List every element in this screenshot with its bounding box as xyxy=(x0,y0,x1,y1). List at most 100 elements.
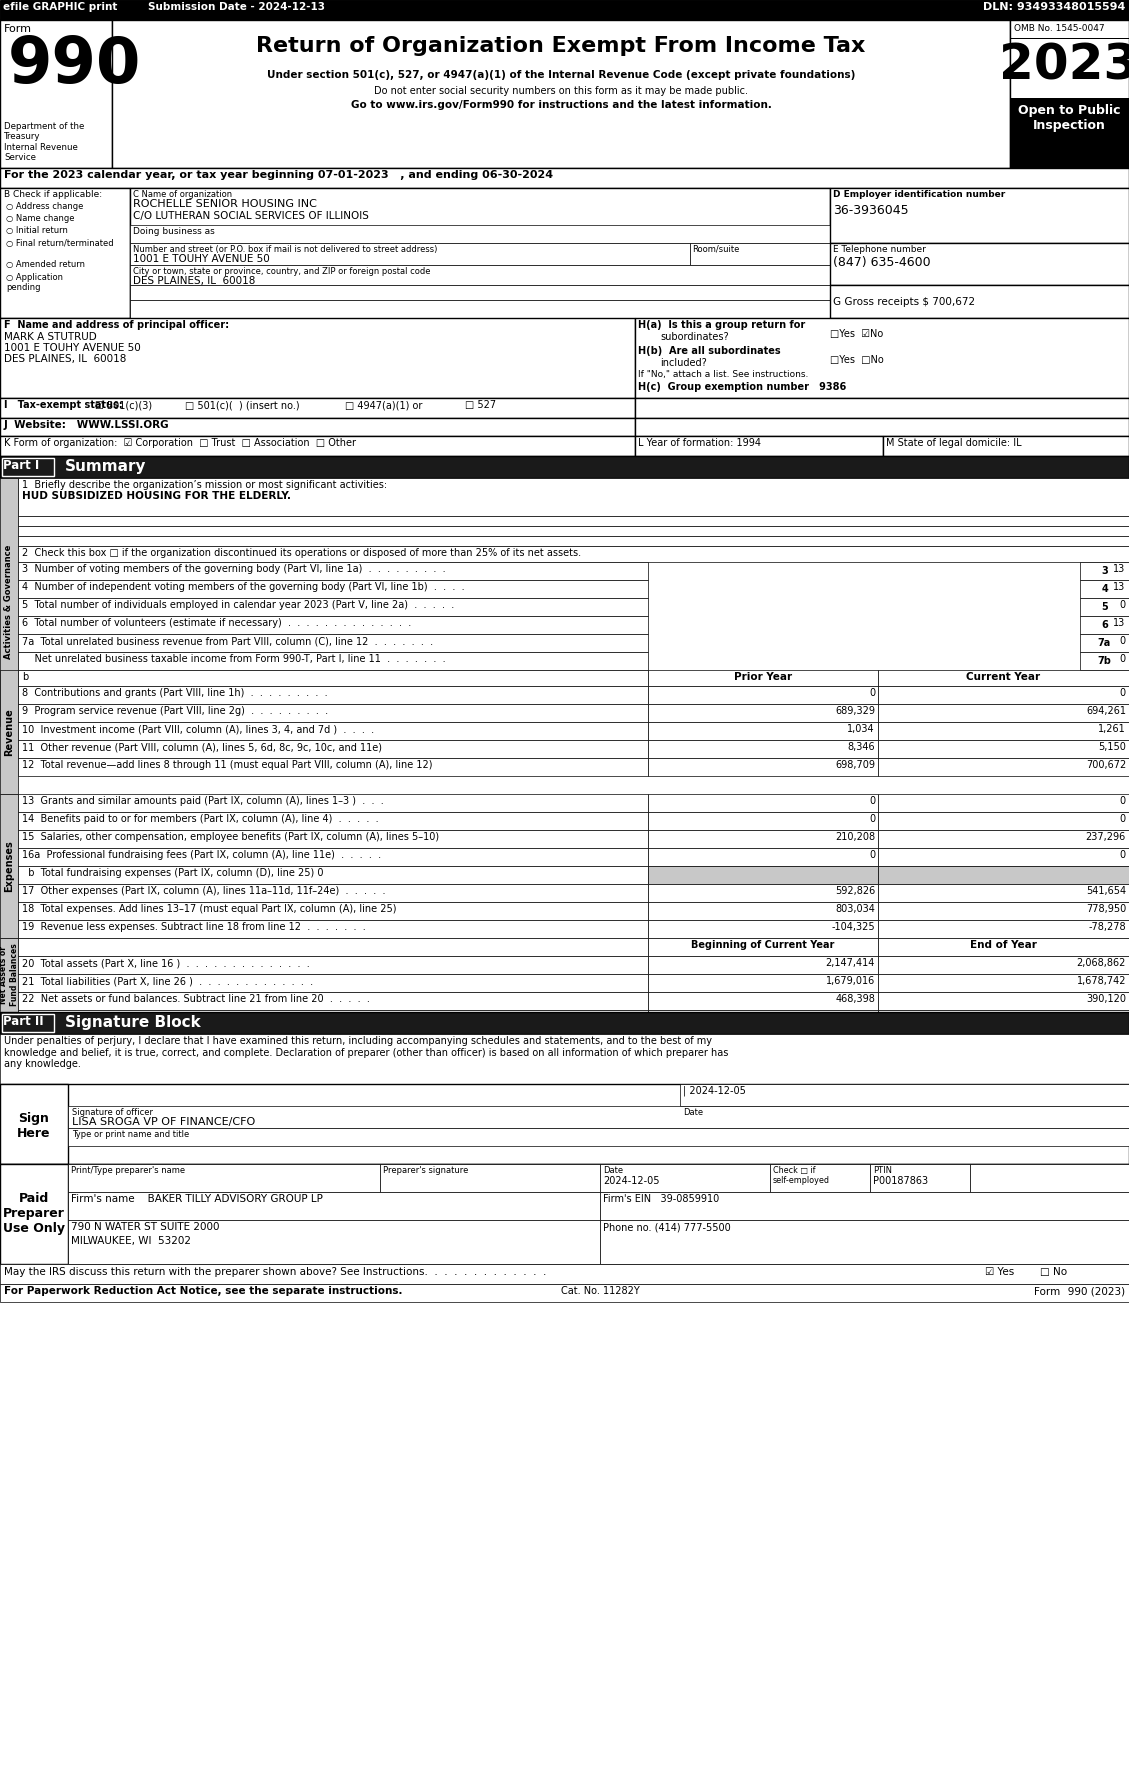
Text: Open to Public
Inspection: Open to Public Inspection xyxy=(1017,104,1120,132)
Text: 9  Program service revenue (Part VIII, line 2g)  .  .  .  .  .  .  .  .  .: 9 Program service revenue (Part VIII, li… xyxy=(21,706,329,715)
Text: 11  Other revenue (Part VIII, column (A), lines 5, 6d, 8c, 9c, 10c, and 11e): 11 Other revenue (Part VIII, column (A),… xyxy=(21,742,382,752)
Text: PTIN: PTIN xyxy=(873,1166,892,1174)
Text: ○ Final return/terminated: ○ Final return/terminated xyxy=(6,238,114,247)
Text: Room/suite: Room/suite xyxy=(692,245,739,254)
Text: 17  Other expenses (Part IX, column (A), lines 11a–11d, 11f–24e)  .  .  .  .  .: 17 Other expenses (Part IX, column (A), … xyxy=(21,887,385,895)
Text: 13: 13 xyxy=(1113,583,1124,592)
Text: 541,654: 541,654 xyxy=(1086,887,1126,895)
Bar xyxy=(878,848,1129,865)
Text: Beginning of Current Year: Beginning of Current Year xyxy=(691,940,834,950)
Bar xyxy=(648,992,878,1010)
Bar xyxy=(878,1010,1129,1012)
Text: b  Total fundraising expenses (Part IX, column (D), line 25) 0: b Total fundraising expenses (Part IX, c… xyxy=(21,869,324,878)
Bar xyxy=(770,1164,870,1192)
Text: 790 N WATER ST SUITE 2000: 790 N WATER ST SUITE 2000 xyxy=(71,1222,219,1233)
Bar xyxy=(690,244,830,265)
Bar xyxy=(878,795,1129,812)
Bar xyxy=(18,955,648,975)
Bar xyxy=(0,456,1129,479)
Text: 12  Total revenue—add lines 8 through 11 (must equal Part VIII, column (A), line: 12 Total revenue—add lines 8 through 11 … xyxy=(21,759,432,770)
Text: P00187863: P00187863 xyxy=(873,1176,928,1187)
Text: F  Name and address of principal officer:: F Name and address of principal officer: xyxy=(5,320,229,330)
Text: Prior Year: Prior Year xyxy=(734,673,793,682)
Text: City or town, state or province, country, and ZIP or foreign postal code: City or town, state or province, country… xyxy=(133,267,430,275)
Bar xyxy=(870,1164,970,1192)
Bar xyxy=(18,669,648,685)
Text: 21  Total liabilities (Part X, line 26 )  .  .  .  .  .  .  .  .  .  .  .  .  .: 21 Total liabilities (Part X, line 26 ) … xyxy=(21,977,313,985)
Text: C/O LUTHERAN SOCIAL SERVICES OF ILLINOIS: C/O LUTHERAN SOCIAL SERVICES OF ILLINOIS xyxy=(133,210,369,221)
Text: 4  Number of independent voting members of the governing body (Part VI, line 1b): 4 Number of independent voting members o… xyxy=(21,583,465,592)
Text: Department of the
Treasury
Internal Revenue
Service: Department of the Treasury Internal Reve… xyxy=(5,122,85,162)
Text: efile GRAPHIC print: efile GRAPHIC print xyxy=(3,2,117,12)
Text: 15  Salaries, other compensation, employee benefits (Part IX, column (A), lines : 15 Salaries, other compensation, employe… xyxy=(21,832,439,842)
Text: Number and street (or P.O. box if mail is not delivered to street address): Number and street (or P.O. box if mail i… xyxy=(133,245,437,254)
Text: (847) 635-4600: (847) 635-4600 xyxy=(833,256,930,268)
Bar xyxy=(1080,599,1129,616)
Bar xyxy=(18,740,648,758)
Bar xyxy=(0,1164,1129,1264)
Text: Date: Date xyxy=(683,1107,703,1118)
Bar xyxy=(2,1014,54,1031)
Text: OMB No. 1545-0047: OMB No. 1545-0047 xyxy=(1014,25,1104,34)
Bar xyxy=(830,284,1129,318)
Text: D Employer identification number: D Employer identification number xyxy=(833,191,1005,200)
Text: DES PLAINES, IL  60018: DES PLAINES, IL 60018 xyxy=(5,353,126,364)
Text: Firm's name    BAKER TILLY ADVISORY GROUP LP: Firm's name BAKER TILLY ADVISORY GROUP L… xyxy=(71,1194,323,1204)
Text: □ 501(c)(  ) (insert no.): □ 501(c)( ) (insert no.) xyxy=(185,401,299,410)
Text: □ 4947(a)(1) or: □ 4947(a)(1) or xyxy=(345,401,422,410)
Text: Go to www.irs.gov/Form990 for instructions and the latest information.: Go to www.irs.gov/Form990 for instructio… xyxy=(351,101,771,109)
Bar xyxy=(648,848,878,865)
Text: 700,672: 700,672 xyxy=(1086,759,1126,770)
Bar xyxy=(878,669,1129,685)
Bar xyxy=(648,885,878,902)
Text: 2024-12-05: 2024-12-05 xyxy=(603,1176,659,1187)
Text: B Check if applicable:: B Check if applicable: xyxy=(5,191,102,200)
Text: K Form of organization:  ☑ Corporation  □ Trust  □ Association  □ Other: K Form of organization: ☑ Corporation □ … xyxy=(5,438,356,449)
Bar xyxy=(380,1164,599,1192)
Text: 1,679,016: 1,679,016 xyxy=(825,977,875,985)
Text: 8,346: 8,346 xyxy=(848,742,875,752)
Text: 2,147,414: 2,147,414 xyxy=(825,957,875,968)
Text: 0: 0 xyxy=(869,814,875,825)
Bar xyxy=(68,1220,599,1264)
Bar xyxy=(18,685,648,705)
Bar xyxy=(18,616,648,634)
Bar xyxy=(878,740,1129,758)
Bar xyxy=(0,1084,1129,1164)
Text: □Yes  □No: □Yes □No xyxy=(830,355,884,366)
Bar xyxy=(0,19,1129,168)
Bar xyxy=(0,0,1129,19)
Bar xyxy=(18,812,648,830)
Bar xyxy=(18,1010,648,1012)
Text: LISA SROGA VP OF FINANCE/CFO: LISA SROGA VP OF FINANCE/CFO xyxy=(72,1118,255,1127)
Bar xyxy=(18,830,648,848)
Bar xyxy=(68,1192,599,1220)
Text: 1001 E TOUHY AVENUE 50: 1001 E TOUHY AVENUE 50 xyxy=(5,343,141,353)
Bar xyxy=(634,318,1129,397)
Text: 0: 0 xyxy=(1119,636,1124,646)
Bar xyxy=(1010,19,1129,168)
Bar xyxy=(68,1128,1129,1146)
Bar xyxy=(18,579,648,599)
Bar xyxy=(0,318,634,397)
Bar xyxy=(18,634,648,652)
Text: □ No: □ No xyxy=(1040,1266,1067,1277)
Bar xyxy=(18,526,1129,537)
Bar xyxy=(830,187,1129,244)
Text: 13: 13 xyxy=(1113,618,1124,629)
Bar xyxy=(130,300,830,318)
Text: Preparer's signature: Preparer's signature xyxy=(383,1166,469,1174)
Bar xyxy=(599,1164,770,1192)
Text: 990: 990 xyxy=(8,34,141,95)
Text: 6  Total number of volunteers (estimate if necessary)  .  .  .  .  .  .  .  .  .: 6 Total number of volunteers (estimate i… xyxy=(21,618,411,629)
Text: Net unrelated business taxable income from Form 990-T, Part I, line 11  .  .  . : Net unrelated business taxable income fr… xyxy=(21,653,446,664)
Text: 10  Investment income (Part VIII, column (A), lines 3, 4, and 7d )  .  .  .  .: 10 Investment income (Part VIII, column … xyxy=(21,724,374,735)
Bar xyxy=(648,975,878,992)
Text: Form: Form xyxy=(5,25,32,34)
Bar xyxy=(0,168,1129,187)
Bar xyxy=(18,758,648,775)
Text: Under section 501(c), 527, or 4947(a)(1) of the Internal Revenue Code (except pr: Under section 501(c), 527, or 4947(a)(1)… xyxy=(266,71,855,79)
Text: 7b: 7b xyxy=(1097,655,1111,666)
Text: Under penalties of perjury, I declare that I have examined this return, includin: Under penalties of perjury, I declare th… xyxy=(5,1037,728,1068)
Text: 2  Check this box □ if the organization discontinued its operations or disposed : 2 Check this box □ if the organization d… xyxy=(21,547,581,558)
